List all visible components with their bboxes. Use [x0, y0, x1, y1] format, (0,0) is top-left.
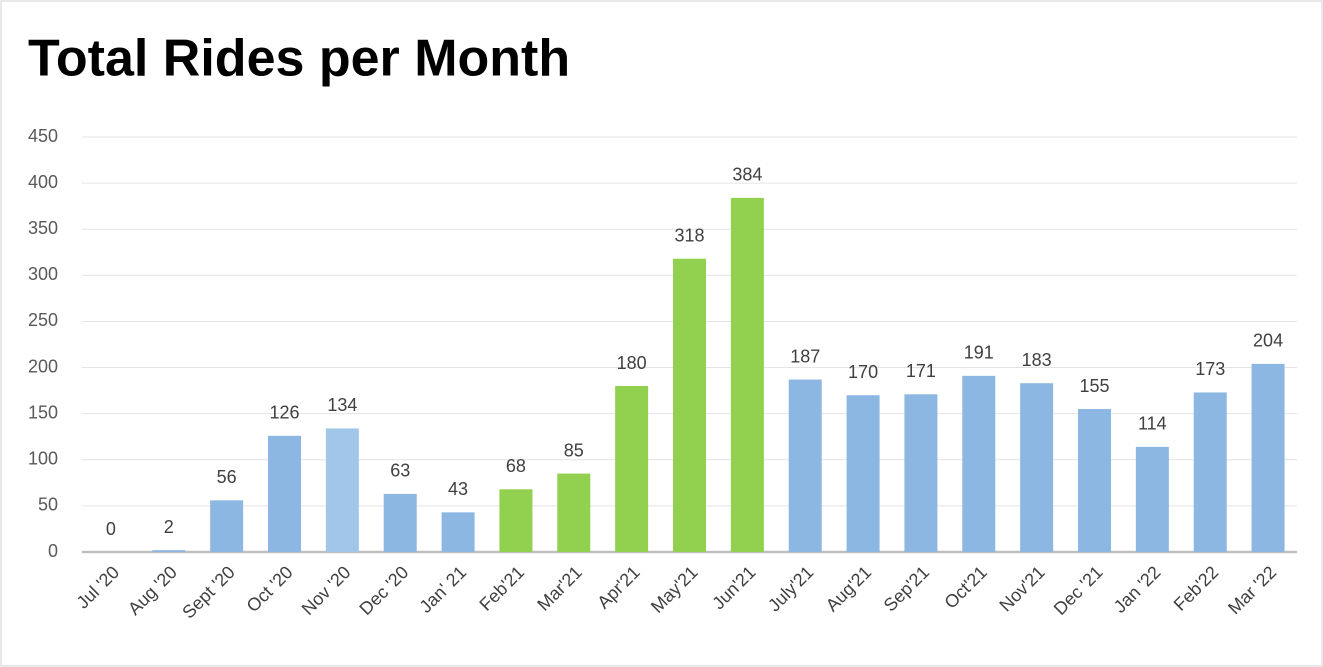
y-tick-label: 300: [28, 264, 58, 284]
data-label: 318: [674, 225, 704, 245]
data-label: 384: [732, 165, 762, 185]
bar: [210, 500, 244, 552]
bar: [557, 473, 591, 552]
bar: [962, 375, 996, 552]
bar: [673, 258, 706, 552]
y-tick-label: 250: [28, 310, 58, 330]
bar: [383, 493, 417, 552]
y-tick-label: 350: [28, 218, 58, 238]
bar: [730, 197, 764, 552]
data-label: 173: [1195, 359, 1225, 379]
bar: [499, 489, 533, 552]
y-tick-label: 0: [48, 541, 58, 561]
bar: [1078, 409, 1111, 552]
data-label: 134: [327, 395, 357, 415]
data-label: 63: [390, 461, 410, 481]
y-tick-label: 450: [28, 126, 58, 146]
bar: [1251, 363, 1285, 552]
chart-title: Total Rides per Month: [28, 30, 570, 88]
bar: [441, 512, 475, 552]
bar: [1020, 383, 1054, 552]
data-label: 171: [906, 361, 936, 381]
bar: [325, 428, 359, 552]
bar: [268, 435, 301, 552]
bar: [904, 394, 938, 552]
data-label: 2: [164, 517, 174, 537]
y-tick-label: 150: [28, 402, 58, 422]
y-tick-label: 100: [28, 449, 58, 469]
data-label: 85: [564, 440, 584, 460]
data-label: 43: [448, 479, 468, 499]
data-label: 155: [1079, 376, 1109, 396]
data-label: 187: [790, 346, 820, 366]
data-label: 56: [217, 467, 237, 487]
data-label: 114: [1138, 414, 1167, 434]
data-label: 191: [964, 343, 994, 363]
bar: [1135, 446, 1169, 552]
y-tick-label: 50: [38, 495, 58, 515]
data-label: 180: [617, 353, 647, 373]
data-label: 0: [106, 519, 116, 539]
data-label: 204: [1253, 331, 1283, 351]
data-label: 126: [269, 403, 299, 423]
bar: [846, 395, 880, 552]
data-label: 170: [848, 362, 878, 382]
bar: [788, 379, 822, 552]
bar: [152, 550, 186, 552]
y-tick-label: 400: [28, 172, 58, 192]
data-label: 183: [1022, 350, 1052, 370]
data-label: 68: [506, 456, 526, 476]
bar: [615, 386, 649, 552]
bar: [1193, 392, 1227, 552]
y-tick-label: 200: [28, 356, 58, 376]
